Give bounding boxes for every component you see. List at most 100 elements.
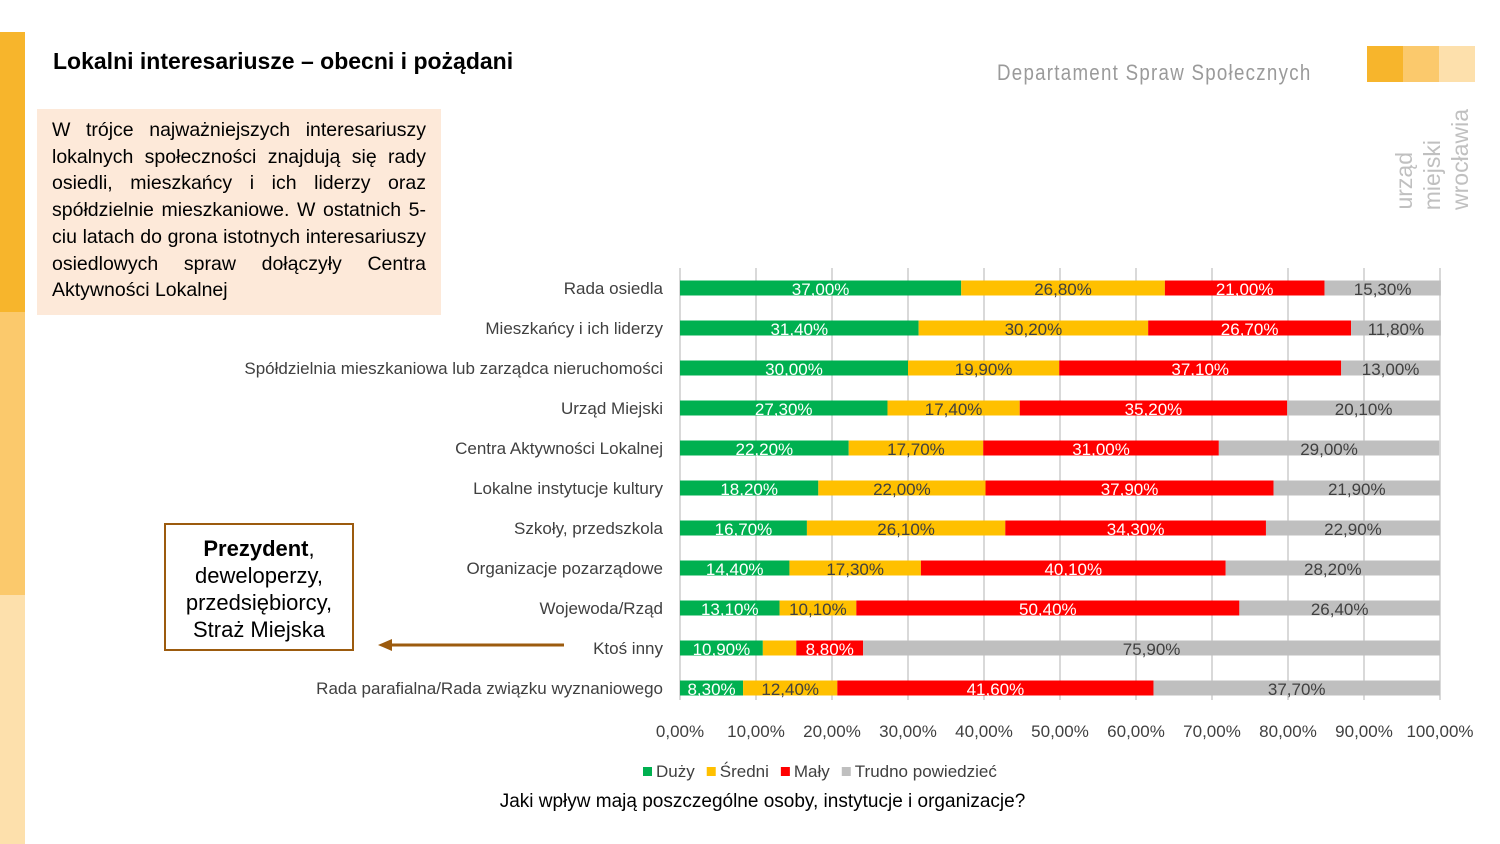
x-tick-label: 20,00% — [803, 722, 861, 741]
bar-segment — [743, 680, 838, 696]
bar-segment — [1164, 280, 1325, 296]
data-label: 20,10% — [1335, 400, 1393, 419]
category-label: Organizacje pozarządowe — [466, 559, 663, 578]
arrow-icon — [378, 639, 564, 651]
data-label: 19,90% — [955, 360, 1013, 379]
callout-text: , deweloperzy, przedsiębiorcy, Straż Mie… — [185, 536, 333, 642]
bar-segment — [1019, 400, 1288, 416]
legend-swatch — [780, 767, 790, 776]
bar-segment — [1341, 360, 1440, 376]
logo-square-1 — [1367, 46, 1403, 82]
data-label: 37,90% — [1101, 480, 1159, 499]
x-tick-label: 10,00% — [727, 722, 785, 741]
data-label: 22,20% — [736, 440, 794, 459]
slide-title: Lokalni interesariusze – obecni i pożąda… — [53, 48, 514, 74]
data-label: 8,80% — [806, 640, 854, 659]
data-label: 29,00% — [1300, 440, 1358, 459]
bar-segment — [680, 400, 888, 416]
bar-segment — [1218, 440, 1440, 456]
legend-label: Duży — [656, 762, 695, 781]
x-tick-label: 30,00% — [879, 722, 937, 741]
bar-segment — [1153, 680, 1440, 696]
data-label: 10,10% — [789, 600, 847, 619]
bar-segment — [680, 600, 780, 616]
category-label: Rada osiedla — [564, 279, 664, 298]
bar-segment — [863, 640, 1440, 656]
department-name: Departament Spraw Społecznych — [997, 60, 1312, 85]
legend-swatch — [841, 767, 851, 776]
data-label: 37,70% — [1268, 680, 1326, 699]
bar-segment — [1287, 400, 1440, 416]
x-tick-label: 0,00% — [656, 722, 704, 741]
data-label: 18,20% — [720, 480, 778, 499]
data-label: 50,40% — [1019, 600, 1077, 619]
bar-segment — [680, 360, 908, 376]
legend-swatch — [643, 767, 652, 776]
bar-segment — [961, 280, 1165, 296]
bar-segment — [918, 320, 1149, 336]
category-label: Wojewoda/Rząd — [540, 599, 663, 618]
bar-segment — [796, 640, 864, 656]
logo-square-3 — [1439, 46, 1475, 82]
accent-stripe-bottom — [0, 595, 25, 844]
bar-segment — [1239, 600, 1440, 616]
bar-segment — [818, 480, 986, 496]
bar-segment — [1273, 480, 1440, 496]
chart-caption: Jaki wpływ mają poszczególne osoby, inst… — [499, 791, 1026, 812]
data-label: 22,00% — [873, 480, 931, 499]
data-label: 37,00% — [792, 280, 850, 299]
accent-stripe-top — [0, 32, 25, 312]
data-label: 34,30% — [1107, 520, 1165, 539]
bar-segment — [856, 600, 1240, 616]
data-label: 75,90% — [1123, 640, 1181, 659]
bar-segment — [779, 600, 857, 616]
data-label: 37,10% — [1171, 360, 1229, 379]
data-label: 11,80% — [1368, 320, 1424, 339]
bar-segment — [680, 320, 919, 336]
data-label: 26,80% — [1034, 280, 1092, 299]
category-label: Mieszkańcy i ich liderzy — [485, 319, 663, 338]
legend-label: Średni — [720, 762, 769, 781]
x-tick-label: 100,00% — [1406, 722, 1473, 741]
category-label: Lokalne instytucje kultury — [473, 479, 663, 498]
logo-square-2 — [1403, 46, 1439, 82]
bar-segment — [1148, 320, 1352, 336]
x-tick-label: 60,00% — [1107, 722, 1165, 741]
bar-segment — [1351, 320, 1441, 336]
x-tick-label: 80,00% — [1259, 722, 1317, 741]
category-label: Centra Aktywności Lokalnej — [455, 439, 663, 458]
bar-segment — [887, 400, 1020, 416]
data-label: 13,00% — [1362, 360, 1420, 379]
legend-label: Trudno powiedzieć — [855, 762, 998, 781]
bar-segment — [680, 480, 819, 496]
category-label: Ktoś inny — [593, 639, 663, 658]
x-tick-label: 50,00% — [1031, 722, 1089, 741]
data-label: 26,10% — [877, 520, 935, 539]
bar-segment — [680, 560, 790, 576]
data-label: 27,30% — [755, 400, 813, 419]
category-label: Urząd Miejski — [561, 399, 663, 418]
data-label: 17,40% — [925, 400, 983, 419]
bar-segment — [680, 520, 807, 536]
data-label: 10,90% — [693, 640, 751, 659]
data-label: 14,40% — [706, 560, 764, 579]
legend-swatch — [706, 767, 716, 776]
category-label: Spółdzielnia mieszkaniowa lub zarządca n… — [244, 359, 663, 378]
summary-note: W trójce najważniejszych interesariuszy … — [37, 109, 441, 315]
bar-segment — [789, 560, 921, 576]
data-label: 21,90% — [1328, 480, 1386, 499]
bar-segment — [680, 640, 763, 656]
data-label: 12,40% — [761, 680, 819, 699]
data-label: 15,30% — [1354, 280, 1412, 299]
accent-stripe-middle — [0, 312, 25, 595]
x-tick-label: 90,00% — [1335, 722, 1393, 741]
data-label: 40,10% — [1044, 560, 1102, 579]
stacked-bar-chart: 0,00% 10,00% 20,00% 30,00% 40,00% 50,00% 60,00… — [244, 268, 1474, 781]
category-label: Szkoły, przedszkola — [514, 519, 664, 538]
x-tick-label: 70,00% — [1183, 722, 1241, 741]
bar-segment — [806, 520, 1006, 536]
bar-segment — [1005, 520, 1266, 536]
callout-box: Prezydent, deweloperzy, przedsiębiorcy, … — [164, 523, 354, 651]
data-label: 21,00% — [1216, 280, 1274, 299]
data-label: 17,30% — [826, 560, 884, 579]
